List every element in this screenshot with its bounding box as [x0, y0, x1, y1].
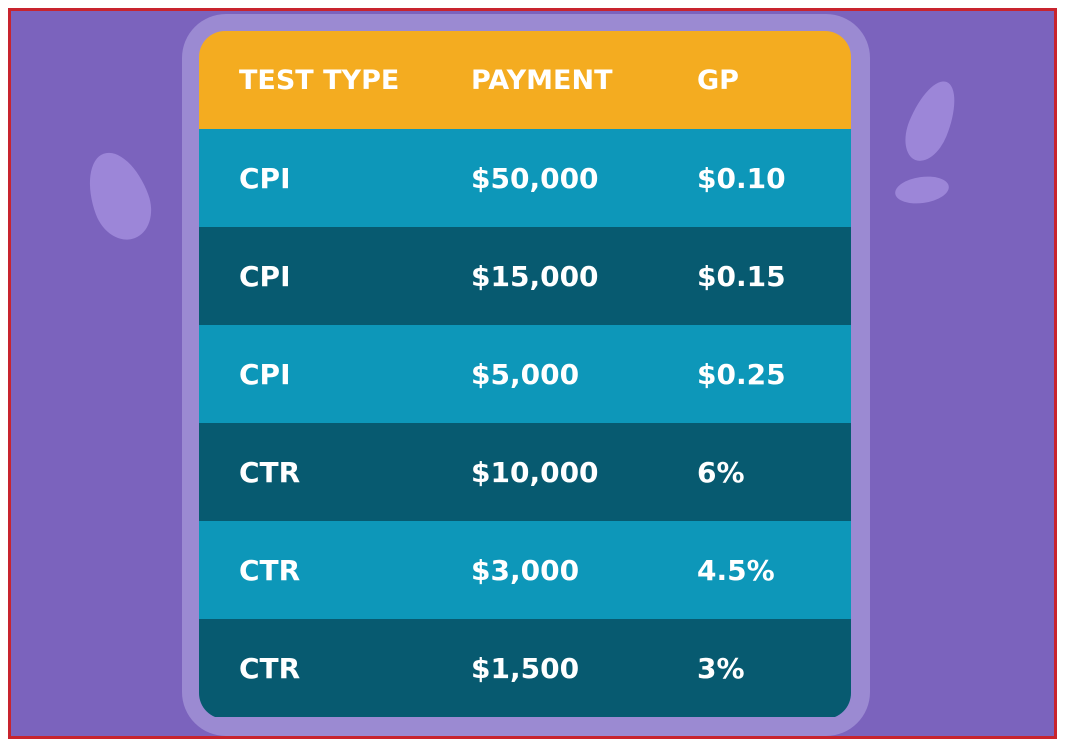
pricing-table: TEST TYPE PAYMENT GP CPI $50,000 $0.10 C…: [199, 31, 851, 719]
infographic-frame: TEST TYPE PAYMENT GP CPI $50,000 $0.10 C…: [8, 8, 1057, 739]
cell-test-type: CTR: [239, 651, 301, 685]
cell-gp: $0.25: [697, 357, 786, 391]
decorative-drop-icon: [77, 144, 161, 248]
table-row: CPI $50,000 $0.10: [199, 129, 851, 227]
cell-payment: $10,000: [471, 455, 599, 489]
cell-test-type: CTR: [239, 553, 301, 587]
cell-payment: $3,000: [471, 553, 580, 587]
cell-payment: $15,000: [471, 259, 599, 293]
table-row: CPI $5,000 $0.25: [199, 325, 851, 423]
cell-gp: $0.10: [697, 161, 786, 195]
table-row: CTR $1,500 3%: [199, 619, 851, 717]
header-gp: GP: [697, 64, 739, 96]
cell-test-type: CPI: [239, 357, 291, 391]
cell-gp: 6%: [697, 455, 745, 489]
cell-test-type: CPI: [239, 161, 291, 195]
header-payment: PAYMENT: [471, 64, 613, 96]
table-row: CTR $3,000 4.5%: [199, 521, 851, 619]
cell-payment: $50,000: [471, 161, 599, 195]
decorative-drop-icon: [893, 173, 951, 207]
table-header-row: TEST TYPE PAYMENT GP: [199, 31, 851, 129]
decorative-drop-icon: [896, 74, 966, 168]
cell-gp: 4.5%: [697, 553, 775, 587]
cell-test-type: CPI: [239, 259, 291, 293]
table-row: CTR $10,000 6%: [199, 423, 851, 521]
cell-gp: $0.15: [697, 259, 786, 293]
cell-test-type: CTR: [239, 455, 301, 489]
cell-gp: 3%: [697, 651, 745, 685]
cell-payment: $1,500: [471, 651, 580, 685]
header-test-type: TEST TYPE: [239, 64, 400, 96]
cell-payment: $5,000: [471, 357, 580, 391]
table-row: CPI $15,000 $0.15: [199, 227, 851, 325]
